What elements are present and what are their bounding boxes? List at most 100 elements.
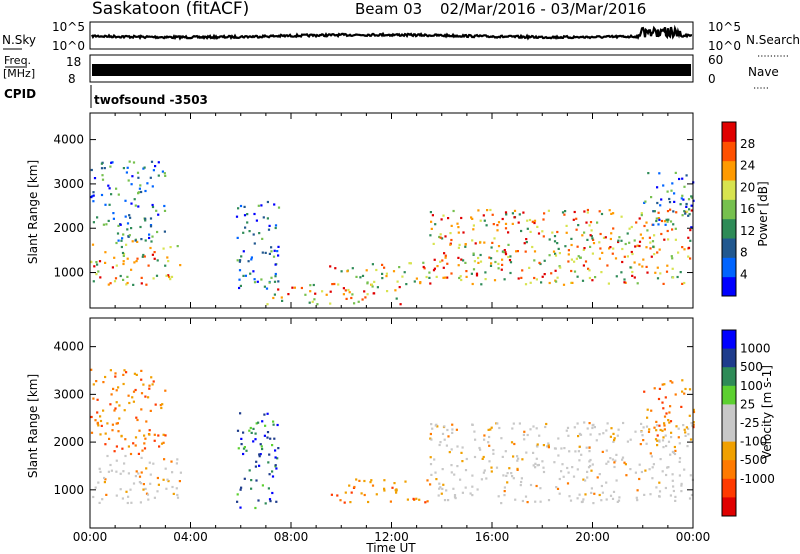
data-cell	[254, 438, 257, 441]
data-cell	[504, 450, 507, 453]
data-cell	[533, 250, 537, 253]
colorbar-swatch	[722, 180, 736, 200]
data-cell	[245, 449, 248, 452]
data-cell	[122, 470, 125, 473]
data-cell	[571, 466, 574, 469]
data-cell	[435, 478, 438, 481]
data-cell	[451, 428, 454, 431]
freq-right-top-tick: 60	[708, 53, 723, 67]
data-cell	[673, 192, 676, 195]
data-cell	[623, 255, 626, 258]
data-cell	[239, 204, 243, 208]
data-cell	[271, 475, 275, 478]
data-cell	[501, 217, 504, 221]
data-cell	[547, 446, 550, 449]
data-cell	[115, 459, 118, 462]
data-cell	[473, 430, 476, 433]
data-cell	[685, 205, 688, 208]
data-cell	[135, 373, 138, 376]
data-cell	[609, 237, 612, 241]
data-cell	[602, 236, 606, 239]
data-cell	[443, 499, 447, 502]
data-cell	[383, 489, 386, 492]
data-cell	[248, 230, 251, 233]
data-cell	[656, 434, 659, 437]
data-cell	[471, 485, 474, 488]
data-cell	[516, 250, 519, 253]
colorbar-tick-label: 8	[740, 246, 748, 260]
data-cell	[428, 271, 431, 274]
data-cell	[582, 264, 585, 267]
data-cell	[473, 455, 477, 459]
data-cell	[434, 471, 437, 474]
velocity-colorbar-label: Velocity [m s-1]	[760, 365, 774, 459]
data-cell	[321, 290, 324, 293]
data-cell	[658, 440, 661, 443]
data-cell	[175, 487, 178, 490]
data-cell	[647, 172, 650, 175]
data-cell	[581, 279, 585, 282]
data-cell	[570, 243, 573, 247]
data-cell	[450, 448, 453, 451]
data-cell	[102, 409, 105, 412]
data-cell	[266, 217, 269, 220]
data-cell	[518, 422, 521, 425]
data-cell	[119, 472, 122, 475]
data-cell	[659, 272, 662, 275]
data-cell	[276, 423, 279, 427]
data-cell	[521, 269, 524, 272]
data-cell	[529, 230, 532, 233]
data-cell	[464, 245, 467, 248]
data-cell	[659, 458, 662, 461]
data-cell	[543, 212, 546, 215]
data-cell	[517, 457, 520, 460]
data-cell	[114, 277, 118, 280]
data-cell	[522, 211, 525, 214]
data-cell	[109, 463, 112, 467]
data-cell	[586, 427, 589, 430]
data-cell	[277, 447, 280, 450]
data-cell	[143, 166, 146, 169]
data-cell	[167, 274, 170, 277]
data-cell	[250, 487, 253, 490]
data-cell	[558, 492, 561, 495]
data-cell	[129, 452, 133, 456]
data-cell	[99, 433, 102, 436]
data-cell	[663, 428, 666, 431]
data-cell	[576, 422, 579, 425]
freq-panel	[89, 54, 694, 83]
data-cell	[560, 447, 563, 450]
data-cell	[690, 195, 693, 198]
data-cell	[681, 194, 684, 197]
data-cell	[240, 486, 243, 489]
data-cell	[101, 498, 104, 501]
data-cell	[677, 251, 680, 254]
data-cell	[667, 440, 671, 443]
freq-left-label: Freq.	[4, 54, 31, 67]
data-cell	[287, 293, 290, 296]
data-cell	[483, 219, 486, 222]
data-cell	[264, 502, 267, 505]
data-cell	[429, 483, 432, 486]
data-cell	[524, 250, 527, 253]
data-cell	[116, 422, 119, 425]
data-cell	[588, 276, 591, 280]
data-cell	[631, 252, 634, 256]
data-cell	[357, 300, 360, 303]
data-cell	[567, 253, 570, 256]
data-cell	[260, 204, 263, 207]
y-tick-label: 2000	[53, 221, 84, 235]
velocity-axes: 1000 2000 3000 4000	[53, 318, 694, 528]
data-cell	[638, 463, 641, 466]
colorbar-swatch	[722, 497, 736, 517]
data-cell	[465, 457, 468, 461]
colorbar-swatch	[722, 218, 736, 239]
data-cell	[153, 251, 156, 254]
data-cell	[143, 442, 146, 445]
data-cell	[533, 276, 536, 280]
data-cell	[487, 441, 490, 444]
data-cell	[541, 275, 544, 278]
data-cell	[107, 219, 110, 222]
data-cell	[109, 165, 112, 168]
data-cell	[598, 210, 601, 213]
